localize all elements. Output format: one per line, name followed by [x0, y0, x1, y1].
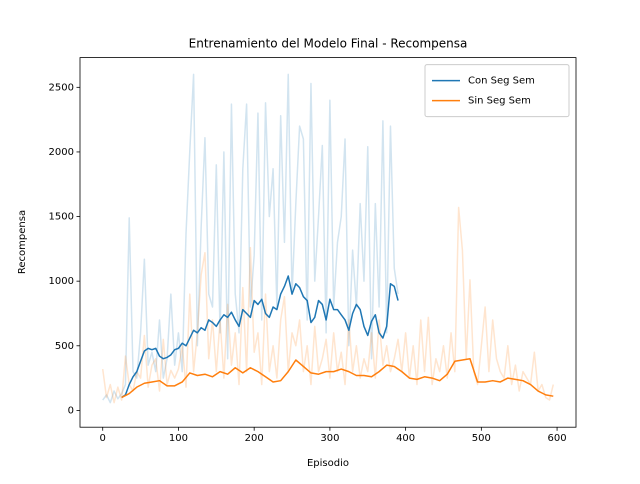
x-axis-label: Episodio [307, 458, 349, 469]
raw-series-line [101, 206, 555, 404]
axes-frame [79, 57, 577, 428]
y-axis-label: Recompensa [17, 210, 28, 274]
legend-label: Sin Seg Sem [468, 96, 531, 107]
y-tick-label: 2000 [49, 147, 74, 158]
x-tick-label: 0 [100, 433, 106, 444]
y-tick-label: 500 [55, 341, 74, 352]
x-tick-label: 100 [169, 433, 188, 444]
series-line [121, 357, 554, 399]
raw-series-line [102, 73, 399, 404]
x-tick-label: 400 [396, 433, 415, 444]
series-line [121, 275, 399, 399]
y-tick-label: 1000 [49, 276, 74, 287]
x-tick-label: 500 [472, 433, 491, 444]
x-tick-label: 600 [548, 433, 567, 444]
legend-box [424, 64, 570, 118]
legend-label: Con Seg Sem [468, 76, 535, 87]
y-tick-label: 2500 [49, 82, 74, 93]
chart-title: Entrenamiento del Modelo Final - Recompe… [189, 37, 468, 51]
x-tick-label: 200 [245, 433, 264, 444]
x-tick-label: 300 [320, 433, 339, 444]
y-tick-label: 1500 [49, 212, 74, 223]
y-tick-label: 0 [68, 405, 74, 416]
